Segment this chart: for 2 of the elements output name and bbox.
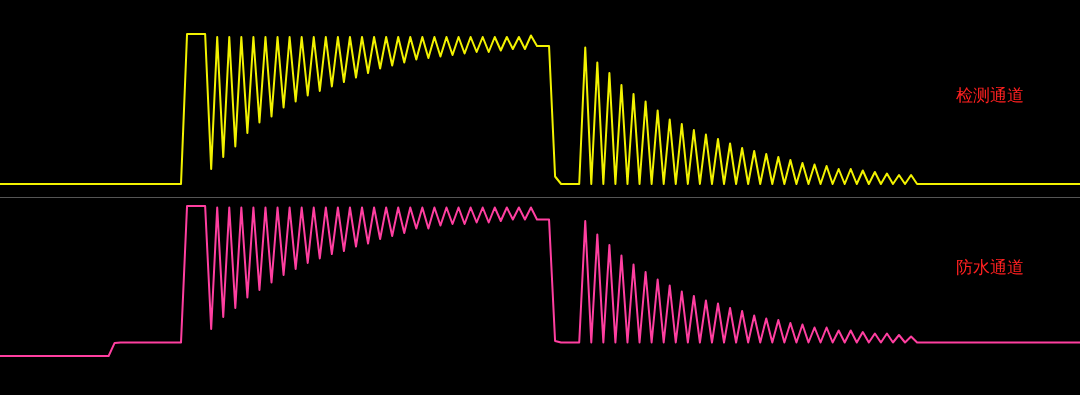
- text: 检测通道: [956, 85, 1024, 106]
- text: 防水通道: [956, 257, 1024, 278]
